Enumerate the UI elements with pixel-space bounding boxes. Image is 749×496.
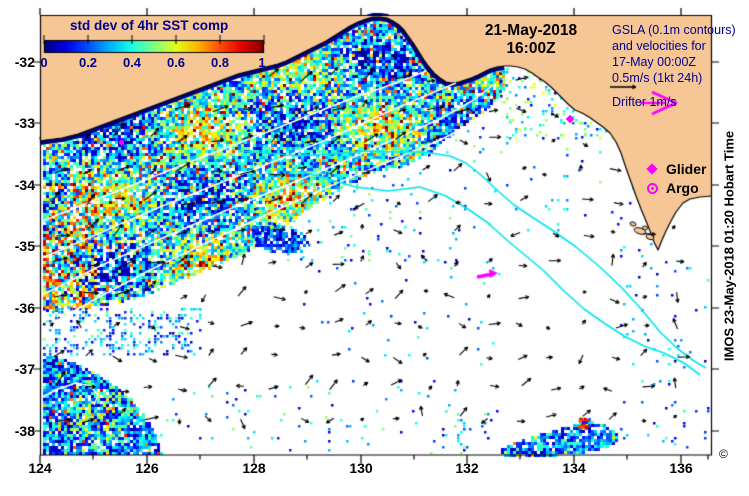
x-axis-tick-label: 124 [28, 460, 52, 476]
y-axis-tick-label: -37 [14, 361, 35, 377]
imos-watermark: IMOS 23-May-2018 01:20 Hobart Time [721, 130, 737, 362]
gsla-info-line: and velocities for [612, 39, 706, 53]
colorbar-tick-label: 1 [258, 55, 266, 70]
x-axis-tick-label: 132 [455, 460, 479, 476]
colorbar-tick-label: 0.8 [210, 55, 230, 70]
drifter-scale-label: Drifter 1m/s [612, 95, 677, 109]
argo-legend-icon [647, 183, 658, 194]
y-axis-tick-label: -36 [14, 300, 35, 316]
colorbar-tick-label: 0.4 [122, 55, 142, 70]
colorbar-tick-label: 0 [40, 55, 48, 70]
x-axis-tick-label: 128 [242, 460, 266, 476]
x-axis-tick-label: 136 [669, 460, 693, 476]
y-axis-tick-label: -34 [14, 177, 35, 193]
y-axis-tick-label: -38 [14, 423, 35, 439]
x-axis-tick-label: 130 [349, 460, 373, 476]
colorbar-tick-label: 0.6 [166, 55, 186, 70]
datetime-time: 16:00Z [506, 40, 556, 57]
datetime-date: 21-May-2018 [484, 22, 578, 39]
x-axis-tick-label: 134 [562, 460, 586, 476]
colorbar-tick-label: 0.2 [78, 55, 98, 70]
y-axis-tick-label: -32 [14, 54, 35, 70]
drifter-marker [476, 268, 500, 282]
y-axis-tick-label: -33 [14, 115, 35, 131]
copyright-mark: © [719, 447, 728, 461]
colorbar-title: std dev of 4hr SST comp [70, 18, 229, 33]
legend-glider-label: Glider [666, 161, 707, 177]
drifter-scale-arrow-icon [640, 90, 678, 116]
velocity-scale-arrow-icon [610, 82, 638, 92]
x-axis-tick-label: 126 [135, 460, 159, 476]
gsla-info-line: GSLA (0.1m contours) [612, 23, 736, 37]
gsla-info-line: 17-May 00:00Z [612, 55, 697, 69]
y-axis-tick-label: -35 [14, 238, 35, 254]
gsla-info-line: 0.5m/s (1kt 24h) [612, 71, 703, 85]
legend-argo-label: Argo [666, 180, 699, 196]
argo-float-marker [119, 140, 124, 145]
gsla-info-box: GSLA (0.1m contours) and velocities for … [612, 22, 736, 86]
